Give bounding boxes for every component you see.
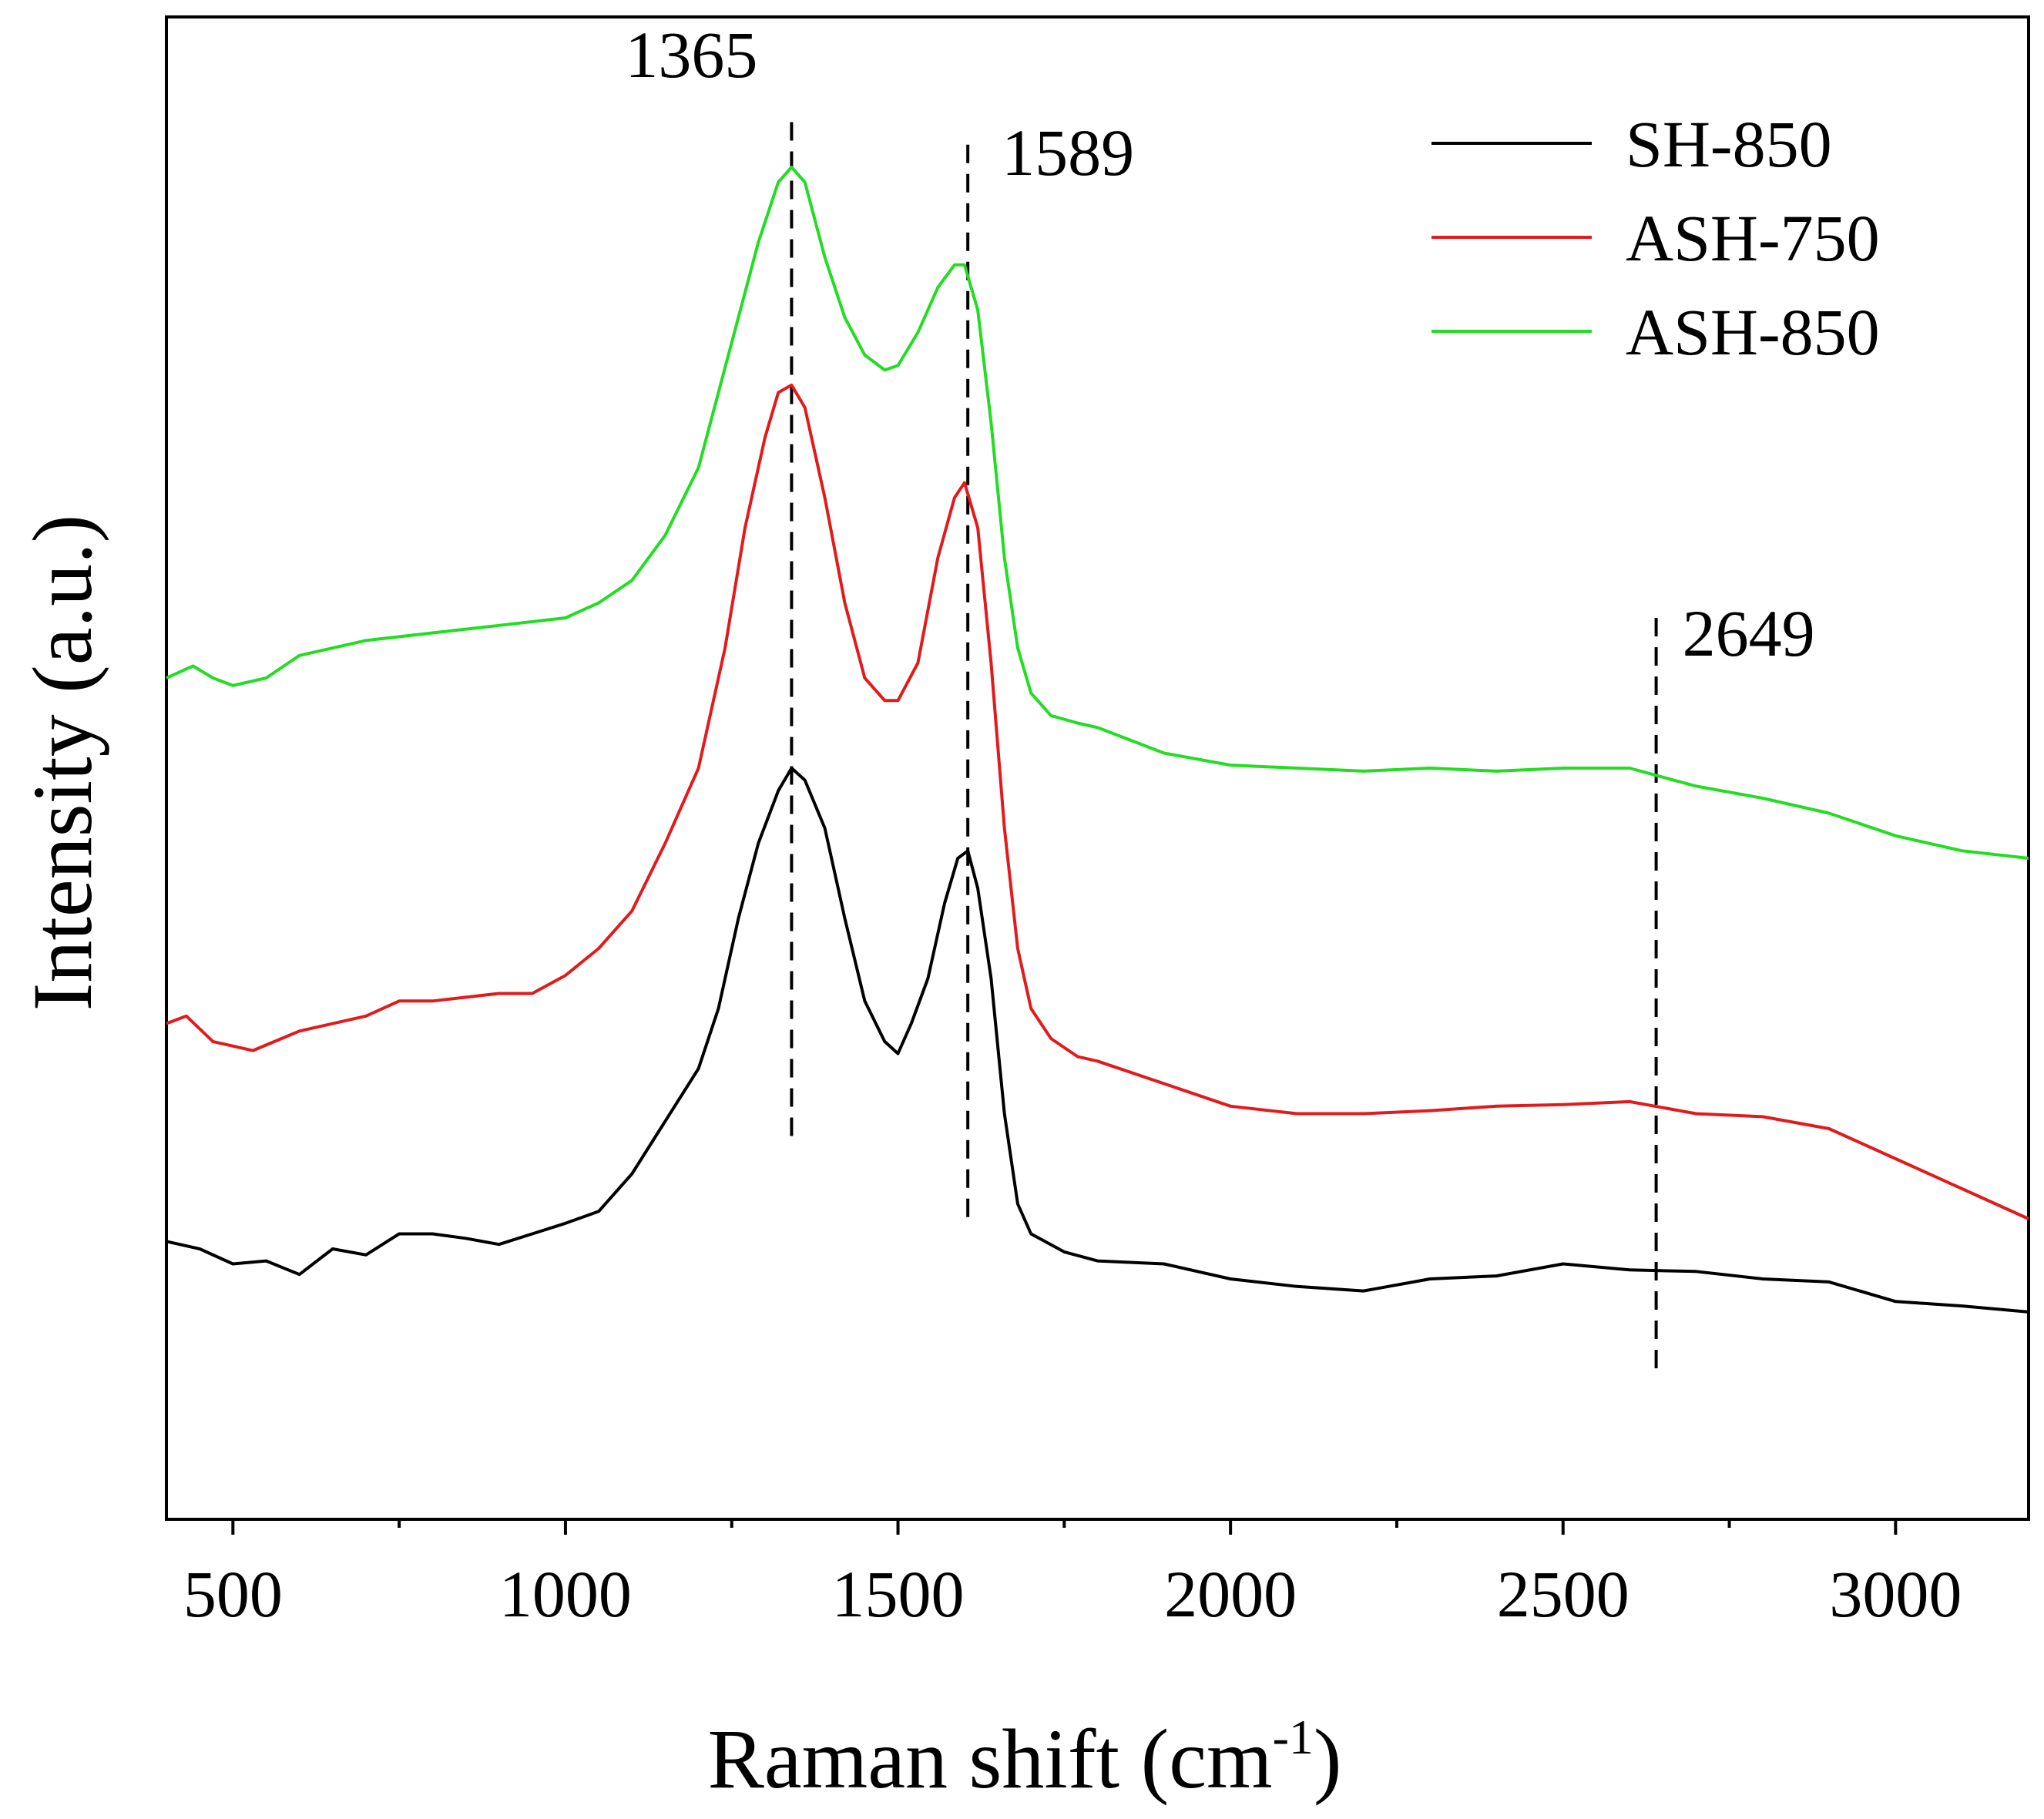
legend-label-ash-750: ASH-750	[1626, 201, 1880, 275]
peak-label-1589: 1589	[1002, 116, 1134, 190]
legend-label-sh-850: SH-850	[1626, 107, 1832, 181]
plot-frame	[165, 15, 2030, 1521]
series-line-sh-850	[166, 767, 2029, 1314]
x-tick-label-2000: 2000	[1164, 1557, 1297, 1631]
peak-label-2649: 2649	[1683, 596, 1815, 670]
series-line-ash-750	[166, 383, 2029, 1220]
legend-label-ash-850: ASH-850	[1626, 295, 1880, 369]
x-tick-label-2500: 2500	[1497, 1557, 1629, 1631]
x-axis-title-superscript: -1	[1273, 1710, 1314, 1764]
y-axis-title: Intensity (a.u.)	[15, 515, 109, 1012]
x-tick-label-1000: 1000	[499, 1557, 632, 1631]
x-tick-label-1500: 1500	[832, 1557, 965, 1631]
x-axis-title-main: Raman shift (cm	[707, 1712, 1272, 1806]
x-axis-title-suffix: )	[1314, 1712, 1342, 1806]
peak-label-1365: 1365	[625, 18, 757, 92]
series-line-ash-850	[166, 166, 2029, 860]
x-tick-label-3000: 3000	[1829, 1557, 1962, 1631]
x-tick-label-500: 500	[183, 1557, 283, 1631]
x-axis-title: Raman shift (cm-1)	[707, 1710, 1341, 1806]
